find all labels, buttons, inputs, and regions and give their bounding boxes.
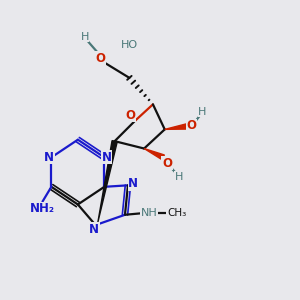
Text: O: O — [95, 52, 106, 64]
Text: NH₂: NH₂ — [30, 202, 55, 215]
Text: H: H — [80, 32, 89, 42]
Text: HO: HO — [121, 40, 138, 50]
Polygon shape — [165, 124, 187, 129]
Text: NH: NH — [141, 208, 158, 218]
Polygon shape — [98, 141, 117, 222]
Text: O: O — [162, 157, 172, 170]
Text: O: O — [187, 119, 197, 132]
Text: O: O — [125, 109, 135, 122]
Text: N: N — [128, 177, 138, 190]
Text: N: N — [89, 223, 99, 236]
Text: CH₃: CH₃ — [167, 208, 186, 218]
Polygon shape — [144, 148, 164, 160]
Text: H: H — [175, 172, 183, 182]
Text: N: N — [102, 151, 112, 164]
Text: H: H — [198, 107, 207, 117]
Text: N: N — [44, 151, 54, 164]
